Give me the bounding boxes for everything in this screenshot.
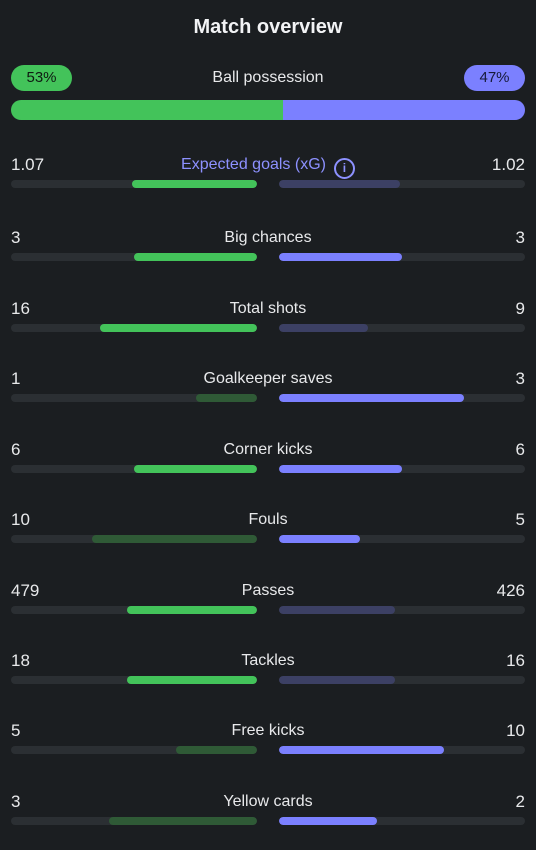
home-bar	[11, 606, 257, 614]
ball-possession-label: Ball possession	[212, 69, 324, 86]
away-bar-fill	[279, 676, 395, 684]
home-value: 1	[11, 369, 21, 388]
home-bar-fill	[175, 746, 257, 754]
home-bar-fill	[109, 817, 257, 825]
home-bar	[11, 676, 257, 684]
away-bar	[279, 746, 525, 754]
home-bar-fill	[126, 676, 257, 684]
stat-label: Big chances	[224, 229, 312, 246]
home-bar-fill	[134, 253, 257, 261]
home-bar-fill	[134, 465, 257, 473]
home-bar-fill	[195, 394, 257, 402]
away-bar	[279, 324, 525, 332]
stat-row: 16 Total shots 9	[11, 299, 525, 339]
home-value: 479	[11, 581, 40, 600]
stat-row: 18 Tackles 16	[11, 651, 525, 691]
home-bar	[11, 394, 257, 402]
home-value: 3	[11, 792, 21, 811]
stat-label: Passes	[241, 582, 295, 599]
ball-possession-row: 53% Ball possession 47%	[11, 65, 525, 91]
stat-row: 1.07 Expected goals (xG) i 1.02	[11, 155, 525, 195]
home-value: 6	[11, 440, 21, 459]
home-bar	[11, 746, 257, 754]
away-bar	[279, 535, 525, 543]
home-bar	[11, 465, 257, 473]
home-bar	[11, 324, 257, 332]
away-bar-fill	[279, 394, 464, 402]
home-value: 10	[11, 510, 30, 529]
away-bar	[279, 465, 525, 473]
away-bar-fill	[279, 180, 400, 188]
stat-row: 3 Big chances 3	[11, 228, 525, 268]
home-value: 3	[11, 228, 21, 247]
home-value: 5	[11, 721, 21, 740]
home-bar	[11, 535, 257, 543]
stat-label: Free kicks	[231, 722, 305, 739]
stat-label[interactable]: Expected goals (xG) i	[11, 155, 525, 179]
stat-label: Total shots	[229, 300, 307, 317]
stat-label: Yellow cards	[223, 793, 313, 810]
possession-bar	[11, 100, 525, 120]
page-title: Match overview	[193, 16, 343, 38]
stat-label: Fouls	[248, 511, 288, 528]
home-value: 1.07	[11, 155, 45, 174]
stat-label: Corner kicks	[223, 441, 313, 458]
away-bar-fill	[279, 324, 368, 332]
home-bar-fill	[131, 180, 257, 188]
home-bar-fill	[92, 535, 257, 543]
home-bar	[11, 817, 257, 825]
stat-label-text: Expected goals (xG)	[181, 156, 326, 173]
away-value: 2	[515, 792, 525, 811]
away-bar	[279, 817, 525, 825]
away-bar	[279, 253, 525, 261]
away-bar	[279, 676, 525, 684]
stat-row: 10 Fouls 5	[11, 510, 525, 550]
info-icon[interactable]: i	[333, 158, 355, 179]
home-possession-fill	[11, 100, 284, 120]
away-value: 16	[506, 651, 525, 670]
stat-row: 479 Passes 426	[11, 581, 525, 621]
stat-row: 6 Corner kicks 6	[11, 440, 525, 480]
away-bar	[279, 180, 525, 188]
away-value: 6	[515, 440, 525, 459]
home-bar-fill	[99, 324, 257, 332]
away-value: 9	[515, 299, 525, 318]
home-bar	[11, 180, 257, 188]
stat-label: Tackles	[241, 652, 295, 669]
away-bar-fill	[279, 253, 402, 261]
away-value: 5	[515, 510, 525, 529]
stat-row: 1 Goalkeeper saves 3	[11, 369, 525, 409]
away-possession-badge: 47%	[464, 65, 525, 91]
away-bar-fill	[279, 465, 402, 473]
away-value: 1.02	[491, 155, 525, 174]
away-value: 426	[496, 581, 525, 600]
home-bar	[11, 253, 257, 261]
stat-row: 3 Yellow cards 2	[11, 792, 525, 832]
home-value: 18	[11, 651, 30, 670]
away-bar-fill	[279, 535, 361, 543]
home-possession-badge: 53%	[11, 65, 72, 91]
away-bar-fill	[279, 606, 395, 614]
away-bar	[279, 606, 525, 614]
away-value: 3	[515, 369, 525, 388]
away-value: 10	[506, 721, 525, 740]
away-bar	[279, 394, 525, 402]
away-bar-fill	[279, 817, 378, 825]
away-value: 3	[515, 228, 525, 247]
away-possession-fill	[283, 100, 525, 120]
stat-row: 5 Free kicks 10	[11, 721, 525, 761]
away-bar-fill	[279, 746, 444, 754]
home-bar-fill	[126, 606, 257, 614]
stat-label: Goalkeeper saves	[203, 370, 333, 387]
home-value: 16	[11, 299, 30, 318]
